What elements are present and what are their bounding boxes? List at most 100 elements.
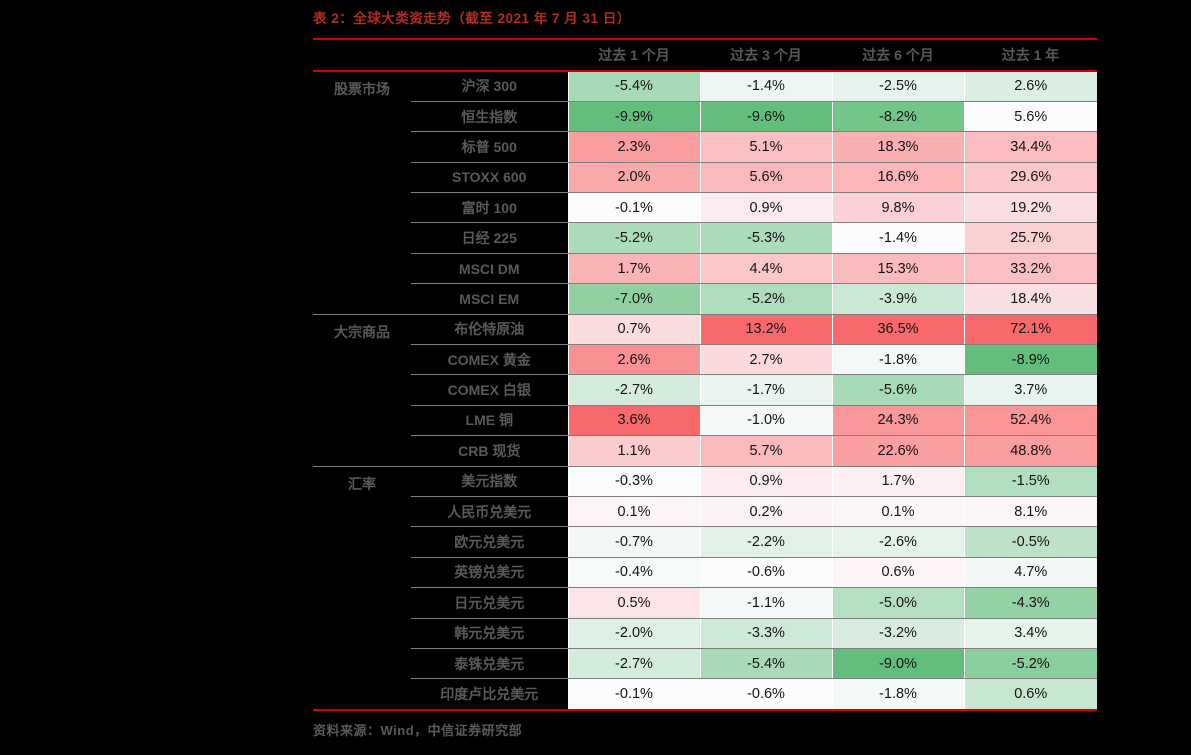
value-cell: -1.8% — [831, 344, 964, 376]
asset-name: COMEX 黄金 — [411, 344, 568, 376]
value-cell: -1.4% — [699, 71, 832, 102]
value-cell: 8.1% — [963, 496, 1097, 528]
table-row: 英镑兑美元 -0.4% -0.6% 0.6% 4.7% — [313, 557, 1097, 589]
value-cell: -8.2% — [831, 101, 964, 133]
value-cell: 22.6% — [831, 435, 964, 467]
value-cell: -2.2% — [699, 526, 832, 558]
table-header: 过去 1 个月 过去 3 个月 过去 6 个月 过去 1 年 — [313, 40, 1097, 72]
value-cell: 16.6% — [831, 162, 964, 194]
table-row: STOXX 600 2.0% 5.6% 16.6% 29.6% — [313, 162, 1097, 194]
value-cell: 3.6% — [567, 405, 700, 437]
value-cell: -1.1% — [699, 587, 832, 619]
column-header: 过去 3 个月 — [700, 40, 832, 72]
asset-name: 英镑兑美元 — [411, 557, 568, 589]
source-note: 资料来源：Wind，中信证券研究部 — [313, 723, 523, 739]
table-row: 印度卢比兑美元 -0.1% -0.6% -1.8% 0.6% — [313, 678, 1097, 710]
value-cell: -0.4% — [567, 557, 700, 589]
value-cell: 72.1% — [963, 314, 1097, 346]
asset-name: 泰铢兑美元 — [411, 648, 568, 680]
value-cell: -3.2% — [831, 618, 964, 649]
value-cell: 1.7% — [567, 253, 700, 285]
category-label: 汇率 — [348, 475, 376, 492]
table-row: COMEX 白银 -2.7% -1.7% -5.6% 3.7% — [313, 374, 1097, 406]
value-cell: -1.4% — [831, 222, 964, 254]
table-row: MSCI DM 1.7% 4.4% 15.3% 33.2% — [313, 253, 1097, 285]
table-row: 日经 225 -5.2% -5.3% -1.4% 25.7% — [313, 222, 1097, 254]
value-cell: 0.2% — [699, 496, 832, 528]
value-cell: -5.4% — [567, 71, 700, 102]
value-cell: -2.0% — [567, 618, 700, 649]
value-cell: 2.0% — [567, 162, 700, 194]
table-row: 恒生指数 -9.9% -9.6% -8.2% 5.6% — [313, 101, 1097, 133]
table-row: 标普 500 2.3% 5.1% 18.3% 34.4% — [313, 131, 1097, 163]
value-cell: -1.5% — [963, 466, 1097, 497]
value-cell: -0.1% — [567, 678, 700, 710]
column-header: 过去 6 个月 — [832, 40, 964, 72]
value-cell: 29.6% — [963, 162, 1097, 194]
value-cell: -0.1% — [567, 192, 700, 224]
asset-name: 沪深 300 — [411, 71, 568, 102]
asset-name: 富时 100 — [411, 192, 568, 224]
value-cell: 33.2% — [963, 253, 1097, 285]
asset-name: 印度卢比兑美元 — [440, 686, 539, 703]
header-row: 过去 1 个月 过去 3 个月 过去 6 个月 过去 1 年 — [313, 40, 1097, 72]
value-cell: 9.8% — [831, 192, 964, 224]
value-cell: -0.7% — [567, 526, 700, 558]
value-cell: -5.2% — [699, 283, 832, 315]
asset-name: CRB 现货 — [411, 435, 568, 467]
asset-name: MSCI EM — [411, 283, 568, 315]
table-row: 欧元兑美元 -0.7% -2.2% -2.6% -0.5% — [313, 526, 1097, 558]
asset-name: 人民币兑美元 — [411, 496, 568, 528]
column-header: 过去 1 个月 — [568, 40, 700, 72]
asset-name: 美元指数 — [411, 466, 568, 497]
value-cell: -2.5% — [831, 71, 964, 102]
value-cell: 2.3% — [567, 131, 700, 163]
table-row: LME 铜 3.6% -1.0% 24.3% 52.4% — [313, 405, 1097, 437]
category-label: 大宗商品 — [313, 314, 411, 467]
table-row: 富时 100 -0.1% 0.9% 9.8% 19.2% — [313, 192, 1097, 224]
value-cell: 4.4% — [699, 253, 832, 285]
category-label: 股票市场 — [313, 71, 411, 315]
value-cell: 5.6% — [963, 101, 1097, 133]
value-cell: -2.7% — [567, 648, 700, 680]
value-cell: -9.0% — [831, 648, 964, 680]
top-rule-divider — [313, 38, 1097, 40]
value-cell: 2.7% — [699, 344, 832, 376]
value-cell: 34.4% — [963, 131, 1097, 163]
value-cell: -7.0% — [567, 283, 700, 315]
value-cell: 36.5% — [831, 314, 964, 346]
value-cell: -2.6% — [831, 526, 964, 558]
value-cell: 18.4% — [963, 283, 1097, 315]
table-body: 股票市场 沪深 300 -5.4% -1.4% -2.5% 2.6% 恒生指数 -9.9% -9… — [313, 71, 1097, 710]
value-cell: 0.6% — [831, 557, 964, 589]
value-cell: 48.8% — [963, 435, 1097, 467]
value-cell: -4.3% — [963, 587, 1097, 619]
value-cell: -2.7% — [567, 374, 700, 406]
asset-name: 布伦特原油 — [411, 314, 568, 346]
value-cell: 5.1% — [699, 131, 832, 163]
value-cell: 0.7% — [567, 314, 700, 346]
value-cell: -3.9% — [831, 283, 964, 315]
value-cell: -5.4% — [699, 648, 832, 680]
value-cell: -0.3% — [567, 466, 700, 497]
value-cell: 0.5% — [567, 587, 700, 619]
value-cell: -9.9% — [567, 101, 700, 133]
value-cell: -5.0% — [831, 587, 964, 619]
value-cell: -5.2% — [963, 648, 1097, 680]
value-cell: 24.3% — [831, 405, 964, 437]
value-cell: 13.2% — [699, 314, 832, 346]
value-cell: 25.7% — [963, 222, 1097, 254]
asset-name: 韩元兑美元 — [411, 618, 568, 649]
report-table-panel: 表 2：全球大类资走势（截至 2021 年 7 月 31 日） 过去 1 个月过… — [313, 10, 1097, 739]
value-cell: 18.3% — [831, 131, 964, 163]
value-cell: 5.7% — [699, 435, 832, 467]
value-cell: 2.6% — [963, 71, 1097, 102]
value-cell: 0.1% — [567, 496, 700, 528]
asset-name: MSCI DM — [411, 253, 568, 285]
asset-name: 欧元兑美元 — [411, 526, 568, 558]
value-cell: 0.9% — [699, 192, 832, 224]
asset-name: 恒生指数 — [411, 101, 568, 133]
value-cell: -1.0% — [699, 405, 832, 437]
value-cell: 15.3% — [831, 253, 964, 285]
asset-name: STOXX 600 — [411, 162, 568, 194]
